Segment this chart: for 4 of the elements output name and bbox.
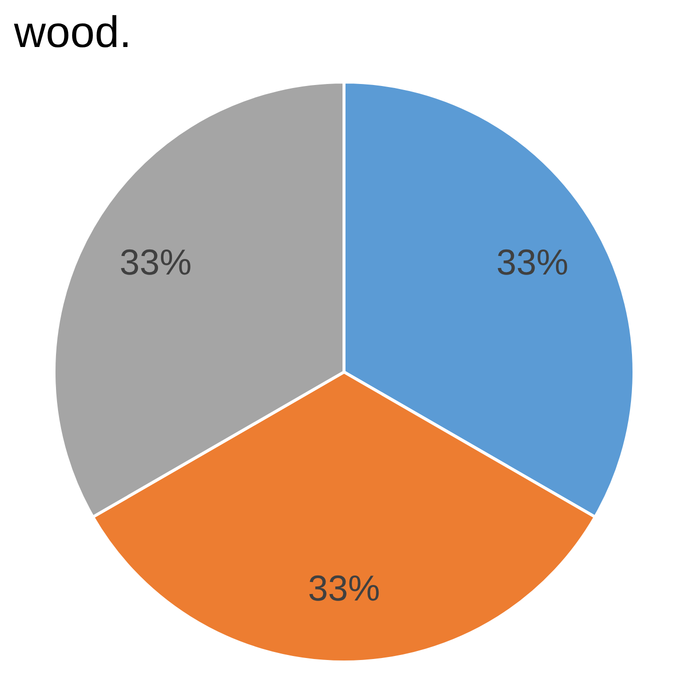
chart-title: wood. <box>13 8 132 57</box>
data-label: 33% <box>308 568 380 608</box>
data-label: 33% <box>496 241 568 282</box>
data-label: 33% <box>120 241 192 282</box>
